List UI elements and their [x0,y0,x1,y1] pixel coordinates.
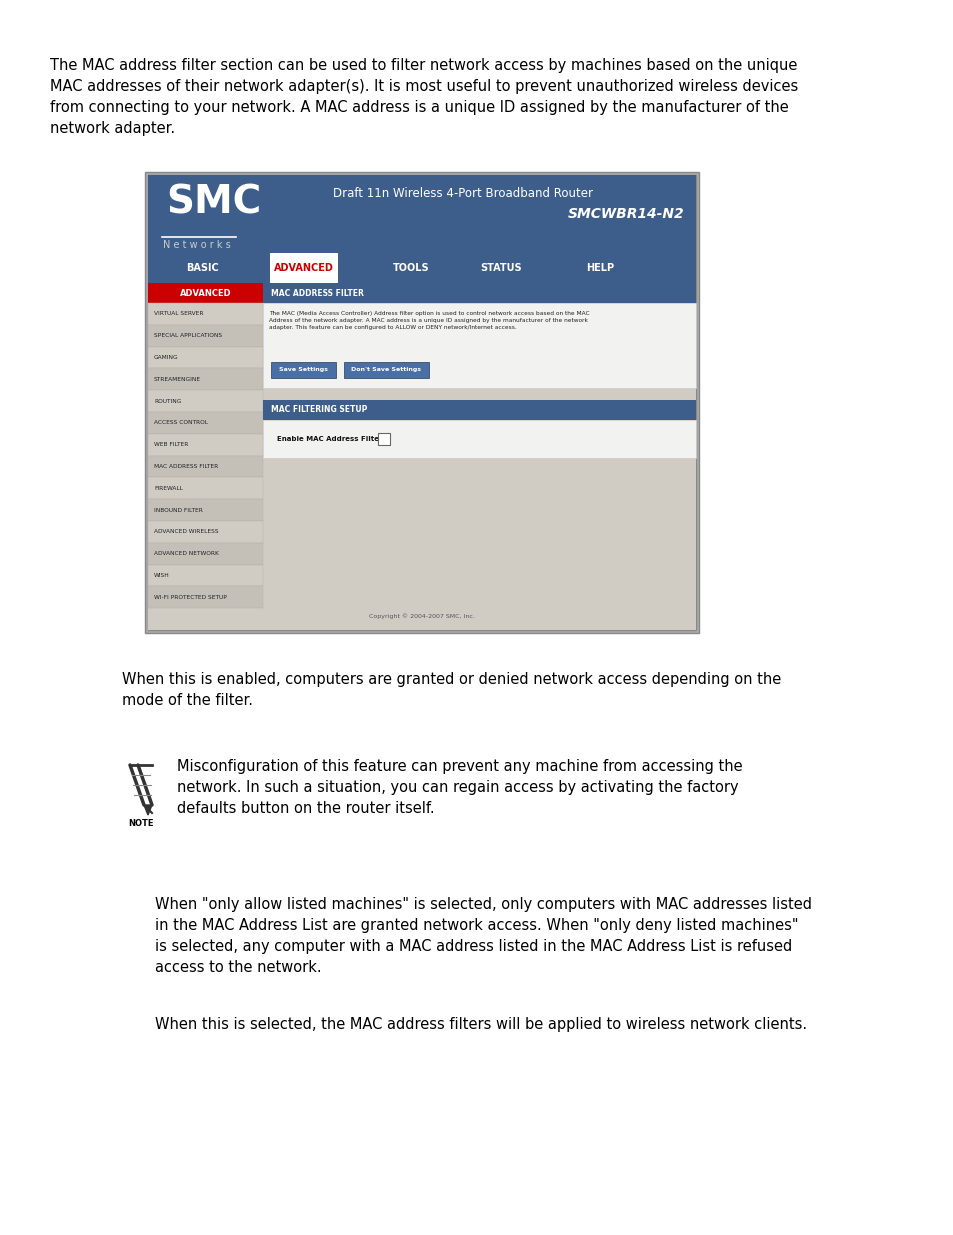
Bar [148,499,263,521]
Text: SPECIAL APPLICATIONS: SPECIAL APPLICATIONS [153,333,222,338]
Bar [148,456,263,478]
Bar [148,175,696,253]
Text: ADVANCED: ADVANCED [274,263,334,273]
Text: SMCWBR14-N2: SMCWBR14-N2 [567,207,683,221]
Text: SMC: SMC [166,183,261,221]
Text: Misconfiguration of this feature can prevent any machine from accessing the
netw: Misconfiguration of this feature can pre… [177,760,741,816]
Text: When this is enabled, computers are granted or denied network access depending o: When this is enabled, computers are gran… [122,672,781,708]
Text: MAC FILTERING SETUP: MAC FILTERING SETUP [271,405,367,415]
Bar [344,362,429,378]
Text: NOTE: NOTE [128,819,153,827]
Text: MAC ADDRESS FILTER: MAC ADDRESS FILTER [153,464,218,469]
Bar [148,390,263,412]
Bar [148,587,263,608]
Text: ACCESS CONTROL: ACCESS CONTROL [153,420,208,425]
Text: When this is selected, the MAC address filters will be applied to wireless netwo: When this is selected, the MAC address f… [154,1016,806,1032]
Text: WEB FILTER: WEB FILTER [153,442,188,447]
Text: GAMING: GAMING [153,354,178,359]
Text: Draft 11n Wireless 4-Port Broadband Router: Draft 11n Wireless 4-Port Broadband Rout… [333,186,593,200]
Text: STREAMENGINE: STREAMENGINE [153,377,201,382]
Text: ADVANCED NETWORK: ADVANCED NETWORK [153,551,218,556]
Bar [148,458,696,630]
Bar [148,175,696,630]
Bar [377,433,390,445]
Bar [263,420,696,458]
Bar [271,362,335,378]
Text: ADVANCED: ADVANCED [179,289,231,298]
Bar [145,172,699,634]
Text: ADVANCED WIRELESS: ADVANCED WIRELESS [153,530,218,535]
Text: FIREWALL: FIREWALL [153,485,183,490]
Bar [148,564,263,587]
Bar [148,433,263,456]
Bar [148,283,696,630]
Bar [148,283,263,303]
Bar [148,253,696,283]
Bar [148,543,263,564]
Text: Copyright © 2004-2007 SMC, Inc.: Copyright © 2004-2007 SMC, Inc. [369,614,475,619]
Bar [148,521,263,543]
Text: TOOLS: TOOLS [393,263,429,273]
Text: MAC ADDRESS FILTER: MAC ADDRESS FILTER [271,289,363,298]
Text: VIRTUAL SERVER: VIRTUAL SERVER [153,311,203,316]
Text: HELP: HELP [585,263,614,273]
Bar [148,283,263,630]
Bar [148,412,263,433]
Bar [148,325,263,347]
Bar [263,303,696,388]
Bar [148,303,263,325]
Text: ROUTING: ROUTING [153,399,181,404]
Text: Save Settings: Save Settings [279,368,328,373]
Text: N e t w o r k s: N e t w o r k s [163,240,231,249]
Bar [263,400,696,420]
Bar [263,283,696,303]
Text: Don't Save Settings: Don't Save Settings [351,368,421,373]
Text: WISH: WISH [153,573,170,578]
Bar [263,388,696,400]
Text: When "only allow listed machines" is selected, only computers with MAC addresses: When "only allow listed machines" is sel… [154,897,811,974]
Text: STATUS: STATUS [480,263,521,273]
Bar [148,347,263,368]
Text: BASIC: BASIC [186,263,219,273]
Text: INBOUND FILTER: INBOUND FILTER [153,508,203,513]
Bar [270,253,338,283]
Bar [148,368,263,390]
Text: WI-FI PROTECTED SETUP: WI-FI PROTECTED SETUP [153,595,227,600]
Text: Enable MAC Address Filter :: Enable MAC Address Filter : [276,436,387,442]
Bar [148,478,263,499]
Polygon shape [144,805,152,815]
Text: The MAC (Media Access Controller) Address filter option is used to control netwo: The MAC (Media Access Controller) Addres… [269,311,589,330]
Text: The MAC address filter section can be used to filter network access by machines : The MAC address filter section can be us… [50,58,798,136]
